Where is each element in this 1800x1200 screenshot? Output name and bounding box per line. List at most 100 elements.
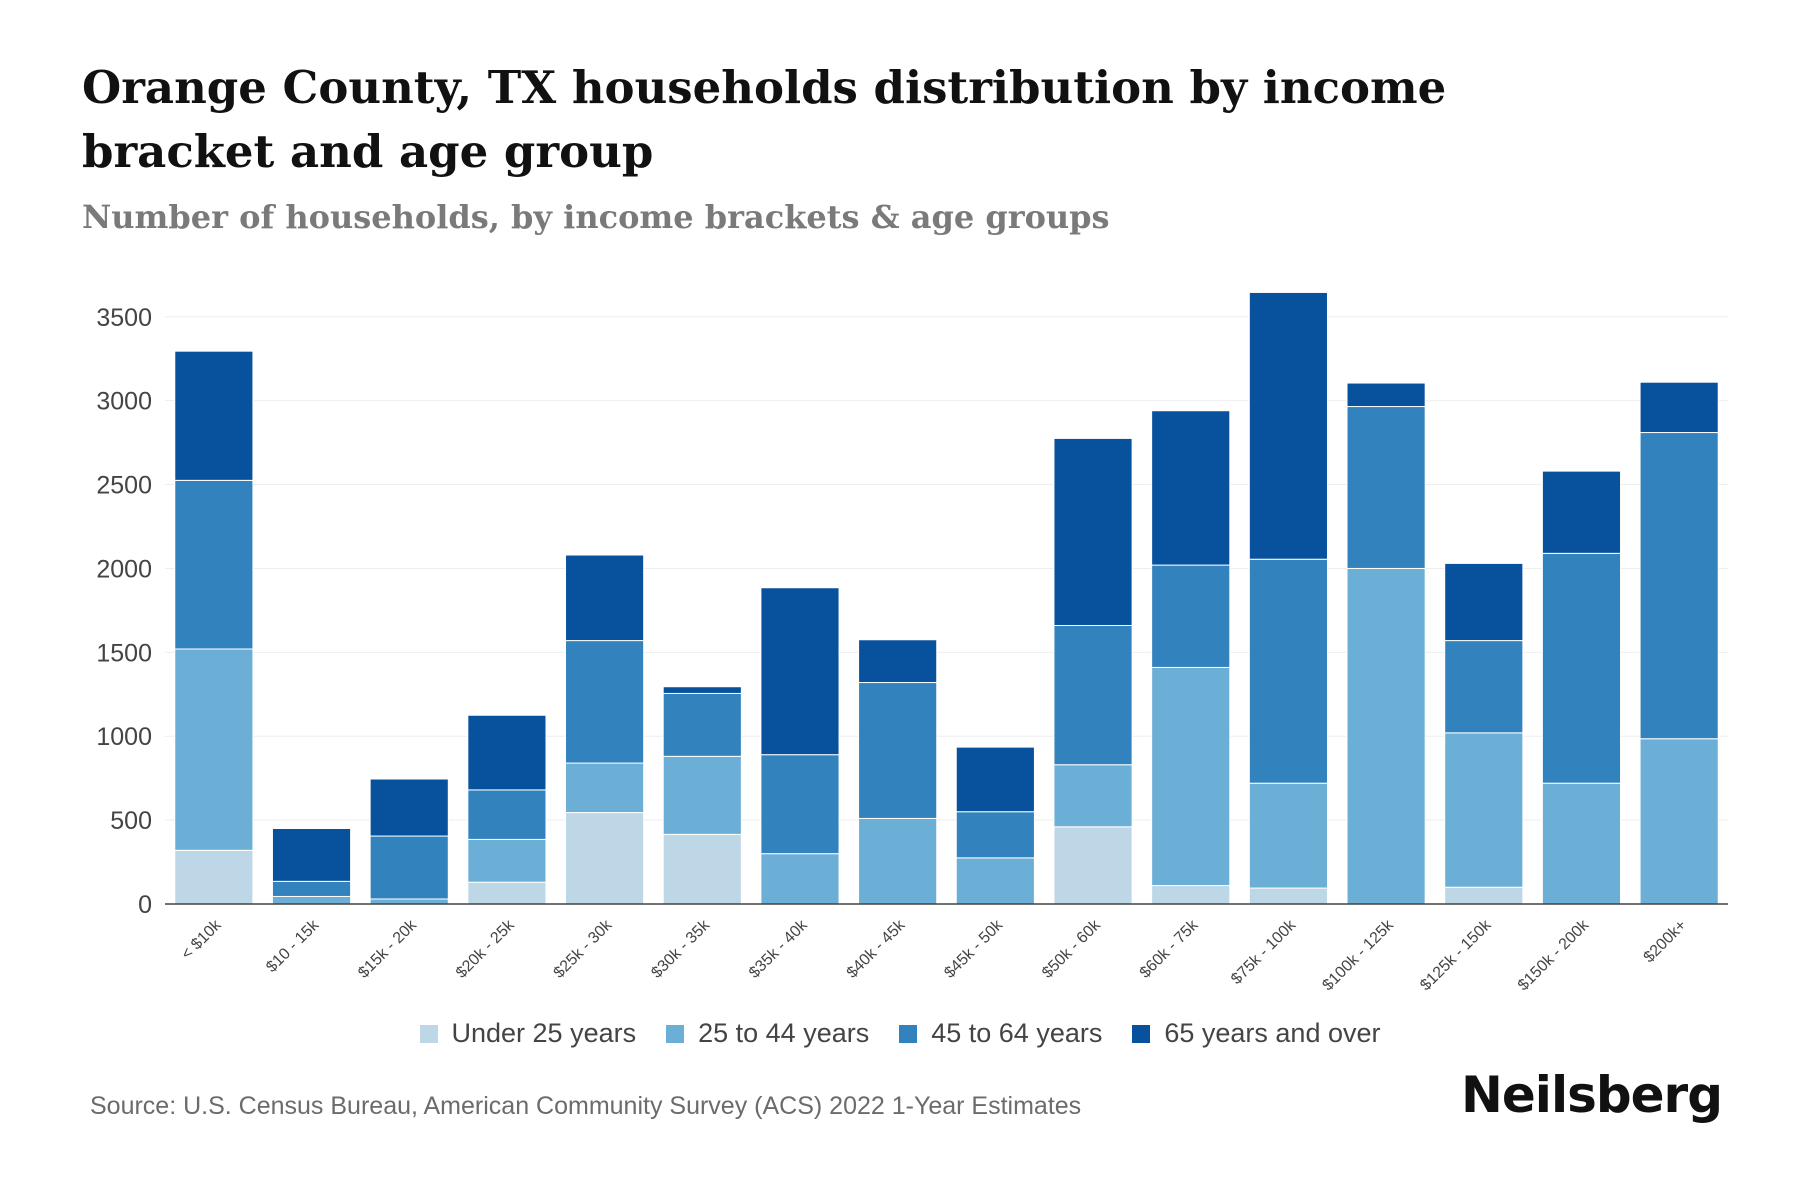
- bar-segment--10k-series-0[interactable]: [174, 849, 254, 905]
- legend-swatch-45-64: [899, 1024, 918, 1043]
- bar-segment--25k-30k-series-1[interactable]: [565, 762, 645, 814]
- bar-segment--30k-35k-series-3[interactable]: [662, 686, 742, 694]
- bar-segment--40k-45k-series-1[interactable]: [858, 817, 938, 905]
- legend-swatch-under-25: [419, 1024, 438, 1043]
- bar-segment--50k-60k-series-1[interactable]: [1053, 764, 1133, 828]
- bar-segment--30k-35k-series-2[interactable]: [662, 692, 742, 757]
- bar-segment--75k-100k-series-3[interactable]: [1248, 291, 1328, 560]
- bar-segment--25k-30k-series-3[interactable]: [565, 554, 645, 642]
- source-note: Source: U.S. Census Bureau, American Com…: [90, 1092, 1082, 1120]
- x-axis-ticks: < $10k $10 - 15k $15k - 20k $20k - 25k $25k …: [178, 916, 1690, 994]
- bar-segment--25k-30k-series-0[interactable]: [565, 812, 645, 905]
- bar-segment--200k--series-3[interactable]: [1639, 381, 1719, 434]
- x-tick-label: $25k - 30k: [551, 916, 617, 982]
- legend-label-under-25: Under 25 years: [451, 1018, 637, 1048]
- legend-item-under-25[interactable]: Under 25 years: [419, 1018, 637, 1049]
- bar-segment--125k-150k-series-0[interactable]: [1444, 886, 1524, 905]
- y-tick-label: 2000: [96, 555, 152, 583]
- x-tick-label: $125k - 150k: [1417, 916, 1495, 994]
- bar-segment--50k-60k-series-0[interactable]: [1053, 826, 1133, 905]
- bar-segment--60k-75k-series-3[interactable]: [1151, 410, 1231, 566]
- bar-segment--150k-200k-series-1[interactable]: [1541, 782, 1622, 905]
- x-tick-label: $30k - 35k: [648, 916, 714, 982]
- bar-segment--75k-100k-series-0[interactable]: [1248, 887, 1328, 905]
- y-axis-ticks: 0 500 1000 1500 2000 2500 3000 3500: [96, 304, 152, 919]
- bar-segment--35k-40k-series-2[interactable]: [760, 754, 840, 855]
- y-tick-label: 0: [138, 891, 152, 919]
- bar-segment--20k-25k-series-2[interactable]: [467, 789, 547, 840]
- bar-segment--20k-25k-series-1[interactable]: [467, 838, 547, 883]
- x-tick-label: $150k - 200k: [1515, 916, 1593, 994]
- bar-segment--100k-125k-series-1[interactable]: [1346, 567, 1426, 905]
- brand-logo: Neilsberg: [1461, 1066, 1723, 1124]
- bar-segment--20k-25k-series-0[interactable]: [467, 881, 547, 905]
- bar-segment--50k-60k-series-2[interactable]: [1053, 624, 1133, 766]
- x-tick-label: $20k - 25k: [453, 916, 519, 982]
- bar-segment--125k-150k-series-2[interactable]: [1444, 640, 1524, 734]
- bar-segment--50k-60k-series-3[interactable]: [1053, 437, 1133, 626]
- x-tick-label: $10 - 15k: [263, 916, 323, 976]
- x-tick-label: $60k - 75k: [1137, 916, 1203, 982]
- y-tick-label: 1500: [96, 639, 152, 667]
- y-tick-label: 3500: [96, 304, 152, 332]
- x-tick-label: $45k - 50k: [941, 916, 1007, 982]
- x-tick-label: $15k - 20k: [355, 916, 421, 982]
- bar-segment--10k-series-2[interactable]: [174, 479, 254, 650]
- bar-segment--15k-20k-series-2[interactable]: [369, 835, 449, 900]
- bar-segment--125k-150k-series-1[interactable]: [1444, 732, 1524, 888]
- y-tick-label: 1000: [96, 723, 152, 751]
- bar-segment--45k-50k-series-3[interactable]: [955, 746, 1035, 813]
- legend-label-65-over: 65 years and over: [1164, 1018, 1381, 1048]
- bar-segment--25k-30k-series-2[interactable]: [565, 640, 645, 764]
- bars: [174, 291, 1719, 905]
- legend-swatch-65-over: [1132, 1024, 1151, 1043]
- bar-segment--35k-40k-series-3[interactable]: [760, 587, 840, 756]
- bar-segment--45k-50k-series-2[interactable]: [955, 811, 1035, 859]
- legend-item-65-over[interactable]: 65 years and over: [1132, 1018, 1381, 1049]
- x-tick-label: $35k - 40k: [746, 916, 812, 982]
- bar-segment--15k-20k-series-3[interactable]: [369, 778, 449, 837]
- bar-segment--200k--series-1[interactable]: [1639, 738, 1719, 905]
- x-tick-label: $200k+: [1641, 917, 1690, 966]
- bar-segment--75k-100k-series-1[interactable]: [1248, 782, 1328, 889]
- bar-segment--40k-45k-series-3[interactable]: [858, 639, 938, 684]
- legend-swatch-25-44: [666, 1024, 685, 1043]
- bar-segment--60k-75k-series-0[interactable]: [1151, 885, 1231, 905]
- bar-segment--10-15k-series-3[interactable]: [271, 828, 352, 882]
- legend: Under 25 years 25 to 44 years 45 to 64 y…: [0, 1018, 1800, 1049]
- legend-label-45-64: 45 to 64 years: [931, 1018, 1103, 1048]
- legend-item-45-64[interactable]: 45 to 64 years: [899, 1018, 1102, 1049]
- chart-subtitle: Number of households, by income brackets…: [82, 198, 1110, 236]
- bar-segment--75k-100k-series-2[interactable]: [1248, 558, 1328, 784]
- y-tick-label: 500: [110, 807, 152, 835]
- chart-title: Orange County, TX households distributio…: [82, 61, 1447, 178]
- bar-segment--125k-150k-series-3[interactable]: [1444, 562, 1524, 642]
- bar-segment--20k-25k-series-3[interactable]: [467, 714, 547, 791]
- bar-segment--200k--series-2[interactable]: [1639, 432, 1719, 740]
- x-tick-label: $100k - 125k: [1319, 916, 1397, 994]
- bar-segment--10-15k-series-2[interactable]: [271, 880, 352, 897]
- bar-segment--35k-40k-series-1[interactable]: [760, 853, 840, 905]
- bar-segment--60k-75k-series-1[interactable]: [1151, 666, 1231, 887]
- x-tick-label: $40k - 45k: [844, 916, 910, 982]
- x-tick-label: $50k - 60k: [1039, 916, 1105, 982]
- bar-segment--100k-125k-series-2[interactable]: [1346, 406, 1426, 569]
- bar-segment--45k-50k-series-1[interactable]: [955, 857, 1035, 905]
- bar-segment--10k-series-1[interactable]: [174, 648, 254, 851]
- bar-segment--100k-125k-series-3[interactable]: [1346, 382, 1426, 408]
- y-tick-label: 3000: [96, 388, 152, 416]
- bar-segment--150k-200k-series-3[interactable]: [1541, 470, 1622, 554]
- bar-segment--10-15k-series-1[interactable]: [271, 895, 352, 905]
- bar-segment--15k-20k-series-1[interactable]: [369, 898, 449, 905]
- x-tick-label: $75k - 100k: [1228, 916, 1300, 988]
- bar-segment--10k-series-3[interactable]: [174, 350, 254, 481]
- bar-segment--40k-45k-series-2[interactable]: [858, 682, 938, 819]
- legend-label-25-44: 25 to 44 years: [698, 1018, 870, 1048]
- bar-segment--30k-35k-series-1[interactable]: [662, 755, 742, 835]
- bar-segment--150k-200k-series-2[interactable]: [1541, 552, 1622, 784]
- legend-item-25-44[interactable]: 25 to 44 years: [666, 1018, 869, 1049]
- bar-segment--30k-35k-series-0[interactable]: [662, 833, 742, 905]
- y-tick-label: 2500: [96, 472, 152, 500]
- bar-segment--60k-75k-series-2[interactable]: [1151, 564, 1231, 668]
